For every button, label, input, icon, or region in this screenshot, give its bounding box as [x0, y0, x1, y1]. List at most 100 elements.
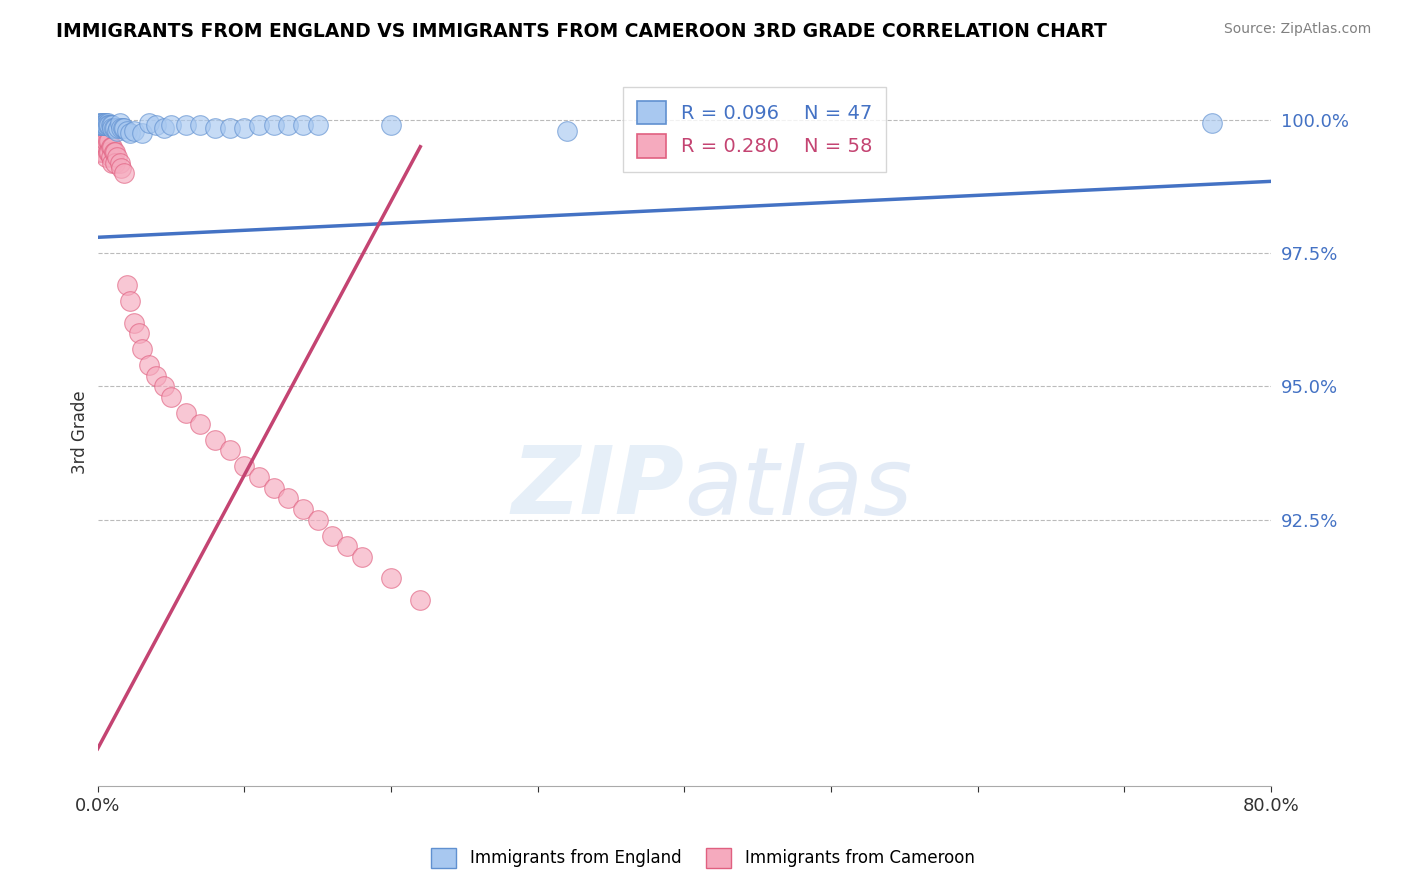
Point — [94, 139, 117, 153]
Point — [118, 127, 141, 141]
Text: IMMIGRANTS FROM ENGLAND VS IMMIGRANTS FROM CAMEROON 3RD GRADE CORRELATION CHART: IMMIGRANTS FROM ENGLAND VS IMMIGRANTS FR… — [56, 22, 1107, 41]
Point — [98, 135, 121, 149]
Point — [94, 116, 117, 130]
Point — [307, 119, 329, 133]
Y-axis label: 3rd Grade: 3rd Grade — [72, 390, 89, 474]
Point — [1201, 116, 1223, 130]
Point — [145, 368, 167, 383]
Point — [247, 119, 270, 133]
Point — [97, 119, 120, 133]
Point — [93, 116, 115, 130]
Point — [145, 119, 167, 133]
Point — [122, 316, 145, 330]
Point — [100, 139, 122, 153]
Point — [160, 119, 183, 133]
Point — [93, 135, 115, 149]
Point — [291, 119, 314, 133]
Point — [94, 129, 117, 144]
Point — [91, 119, 114, 133]
Point — [89, 119, 111, 133]
Point — [174, 406, 197, 420]
Point — [115, 124, 138, 138]
Point — [233, 459, 256, 474]
Point — [89, 116, 111, 130]
Point — [112, 121, 135, 136]
Legend: R = 0.096    N = 47, R = 0.280    N = 58: R = 0.096 N = 47, R = 0.280 N = 58 — [623, 87, 886, 171]
Point — [104, 145, 127, 159]
Point — [160, 390, 183, 404]
Point — [263, 481, 285, 495]
Point — [87, 116, 110, 130]
Point — [87, 145, 110, 159]
Point — [89, 129, 111, 144]
Point — [96, 129, 118, 144]
Point — [98, 145, 121, 159]
Point — [110, 161, 132, 175]
Point — [128, 326, 150, 341]
Point — [291, 502, 314, 516]
Point — [277, 491, 299, 506]
Point — [103, 121, 125, 136]
Point — [87, 135, 110, 149]
Point — [96, 135, 118, 149]
Point — [91, 116, 114, 130]
Point — [87, 129, 110, 144]
Point — [188, 119, 211, 133]
Point — [101, 121, 124, 136]
Point — [118, 294, 141, 309]
Point — [93, 119, 115, 133]
Point — [89, 124, 111, 138]
Point — [263, 119, 285, 133]
Point — [108, 116, 131, 130]
Point — [91, 135, 114, 149]
Point — [131, 342, 153, 356]
Point — [97, 145, 120, 159]
Point — [100, 119, 122, 133]
Point — [96, 150, 118, 164]
Point — [104, 155, 127, 169]
Point — [152, 121, 174, 136]
Point — [96, 119, 118, 133]
Point — [98, 119, 121, 133]
Point — [555, 124, 578, 138]
Text: Source: ZipAtlas.com: Source: ZipAtlas.com — [1223, 22, 1371, 37]
Point — [111, 121, 134, 136]
Point — [350, 549, 373, 564]
Point — [96, 116, 118, 130]
Point — [380, 571, 402, 585]
Point — [108, 155, 131, 169]
Point — [218, 121, 240, 136]
Point — [112, 166, 135, 180]
Point — [380, 119, 402, 133]
Point — [93, 145, 115, 159]
Point — [104, 121, 127, 136]
Point — [138, 358, 160, 372]
Point — [321, 529, 343, 543]
Point — [336, 540, 359, 554]
Point — [89, 139, 111, 153]
Text: ZIP: ZIP — [512, 442, 685, 534]
Point — [103, 145, 125, 159]
Point — [91, 124, 114, 138]
Point — [87, 124, 110, 138]
Point — [97, 135, 120, 149]
Point — [100, 150, 122, 164]
Point — [94, 119, 117, 133]
Point — [277, 119, 299, 133]
Point — [204, 121, 226, 136]
Point — [188, 417, 211, 431]
Point — [91, 129, 114, 144]
Point — [93, 124, 115, 138]
Point — [307, 513, 329, 527]
Point — [101, 139, 124, 153]
Point — [97, 116, 120, 130]
Point — [107, 121, 129, 136]
Point — [409, 592, 432, 607]
Point — [138, 116, 160, 130]
Point — [91, 145, 114, 159]
Point — [101, 155, 124, 169]
Point — [152, 379, 174, 393]
Point — [131, 127, 153, 141]
Point — [233, 121, 256, 136]
Point — [105, 124, 128, 138]
